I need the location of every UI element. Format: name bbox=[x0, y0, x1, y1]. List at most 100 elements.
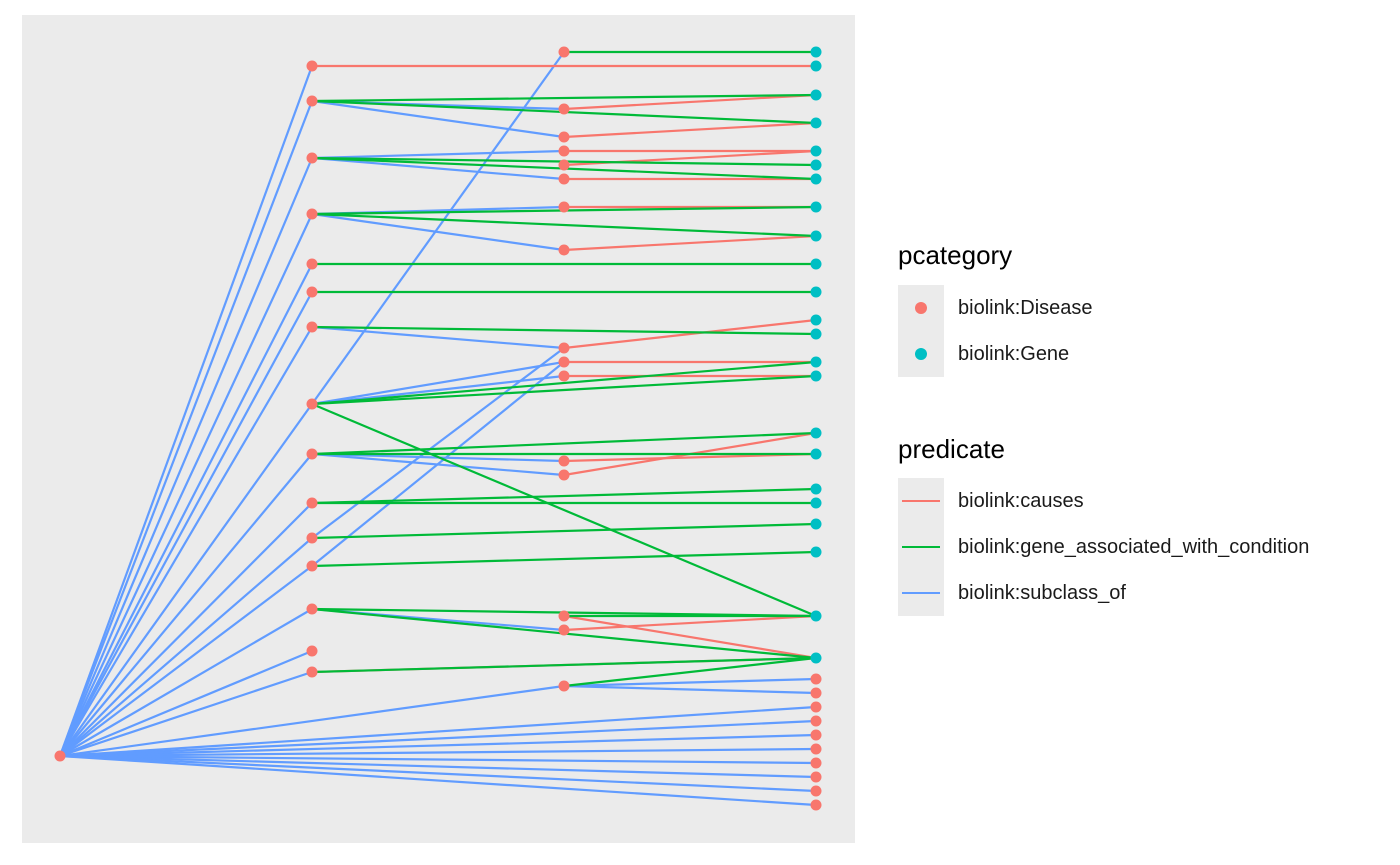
edge-subclass-of bbox=[59, 754, 817, 765]
edge-subclass-of bbox=[59, 291, 313, 757]
gene-node bbox=[810, 201, 822, 213]
edge-subclass-of bbox=[311, 99, 565, 139]
disease-node bbox=[810, 687, 822, 699]
edge-gene-associated-with-condition bbox=[311, 522, 817, 540]
edge-subclass-of bbox=[563, 684, 817, 695]
edge-causes bbox=[563, 121, 817, 139]
edge-gene-associated-with-condition bbox=[563, 656, 817, 688]
disease-node bbox=[558, 455, 570, 467]
edge-subclass-of bbox=[59, 502, 313, 757]
legend-key-causes bbox=[898, 478, 944, 524]
edge-subclass-of bbox=[59, 403, 313, 757]
disease-node bbox=[54, 750, 66, 762]
edge-gene-associated-with-condition bbox=[311, 431, 817, 456]
legend-key-subclass bbox=[898, 570, 944, 616]
gene-node bbox=[810, 370, 822, 382]
edge-gene-associated-with-condition bbox=[311, 656, 817, 674]
edge-subclass-of bbox=[59, 649, 313, 758]
gene-node bbox=[810, 230, 822, 242]
edge-gene-associated-with-condition bbox=[311, 374, 817, 406]
edge-subclass-of bbox=[311, 452, 565, 477]
edge-subclass-of bbox=[59, 670, 313, 758]
gene-node bbox=[810, 117, 822, 129]
legend-key-disease bbox=[898, 285, 944, 331]
disease-node bbox=[810, 715, 822, 727]
disease-node bbox=[558, 680, 570, 692]
edge-subclass-of bbox=[58, 157, 314, 757]
edge-subclass-of bbox=[58, 100, 314, 757]
edge-subclass-of bbox=[311, 374, 565, 406]
edge-subclass-of bbox=[59, 754, 817, 807]
gene-node bbox=[810, 60, 822, 72]
disease-node bbox=[810, 757, 822, 769]
gene-node bbox=[810, 258, 822, 270]
disease-node bbox=[306, 60, 318, 72]
disease-node bbox=[558, 201, 570, 213]
disease-node bbox=[306, 603, 318, 615]
gene-node bbox=[810, 159, 822, 171]
disease-node bbox=[810, 729, 822, 741]
edge-subclass-of bbox=[59, 719, 817, 758]
disease-node bbox=[306, 532, 318, 544]
edge-subclass-of bbox=[59, 213, 313, 757]
network-graph bbox=[54, 46, 822, 811]
disease-node bbox=[306, 645, 318, 657]
edge-subclass-of bbox=[311, 149, 565, 160]
gene-node bbox=[810, 448, 822, 460]
edge-subclass-of bbox=[59, 754, 817, 779]
edge-subclass-of bbox=[58, 65, 314, 757]
gene-node bbox=[810, 173, 822, 185]
disease-node bbox=[558, 370, 570, 382]
disease-node bbox=[558, 145, 570, 157]
legend-label-disease: biolink:Disease bbox=[958, 297, 1093, 319]
gene-node bbox=[810, 286, 822, 298]
legend-label-gene-associated: biolink:gene_associated_with_condition bbox=[958, 536, 1310, 558]
edge-gene-associated-with-condition bbox=[311, 325, 817, 336]
legend-key-gene-associated bbox=[898, 524, 944, 570]
disease-node bbox=[306, 152, 318, 164]
disease-node bbox=[306, 497, 318, 509]
edge-subclass-of bbox=[59, 537, 313, 757]
disease-node bbox=[810, 701, 822, 713]
disease-node bbox=[558, 46, 570, 58]
gene-associated-line-icon bbox=[902, 546, 940, 549]
legend-title-pcategory: pcategory bbox=[898, 240, 1013, 270]
disease-node bbox=[558, 159, 570, 171]
gene-dot-icon bbox=[915, 348, 927, 360]
edge-gene-associated-with-condition bbox=[311, 550, 817, 568]
gene-node bbox=[810, 518, 822, 530]
gene-node bbox=[810, 314, 822, 326]
edge-causes bbox=[563, 614, 817, 632]
disease-node bbox=[810, 799, 822, 811]
disease-node bbox=[306, 666, 318, 678]
gene-node bbox=[810, 546, 822, 558]
gene-node bbox=[810, 483, 822, 495]
legend-label-gene: biolink:Gene bbox=[958, 343, 1070, 365]
nodes bbox=[54, 46, 822, 811]
edge-gene-associated-with-condition bbox=[311, 360, 817, 406]
disease-node bbox=[306, 560, 318, 572]
disease-node bbox=[558, 342, 570, 354]
disease-node bbox=[306, 398, 318, 410]
disease-node bbox=[810, 771, 822, 783]
gene-node bbox=[810, 46, 822, 58]
edge-causes bbox=[563, 452, 817, 463]
edge-subclass-of bbox=[59, 705, 817, 758]
disease-node bbox=[558, 469, 570, 481]
disease-node bbox=[306, 258, 318, 270]
edge-gene-associated-with-condition bbox=[311, 402, 817, 618]
edge-subclass-of bbox=[311, 325, 565, 350]
edge-gene-associated-with-condition bbox=[311, 93, 817, 103]
edge-subclass-of bbox=[59, 565, 313, 757]
edge-subclass-of bbox=[311, 347, 565, 539]
disease-node bbox=[810, 673, 822, 685]
gene-node bbox=[810, 356, 822, 368]
disease-node bbox=[558, 173, 570, 185]
disease-node bbox=[558, 103, 570, 115]
graph-panel bbox=[22, 15, 855, 843]
edge-subclass-of bbox=[59, 453, 313, 757]
legend-key-gene bbox=[898, 331, 944, 377]
edge-subclass-of bbox=[311, 156, 565, 181]
disease-dot-icon bbox=[915, 302, 927, 314]
edge-subclass-of bbox=[563, 677, 817, 688]
